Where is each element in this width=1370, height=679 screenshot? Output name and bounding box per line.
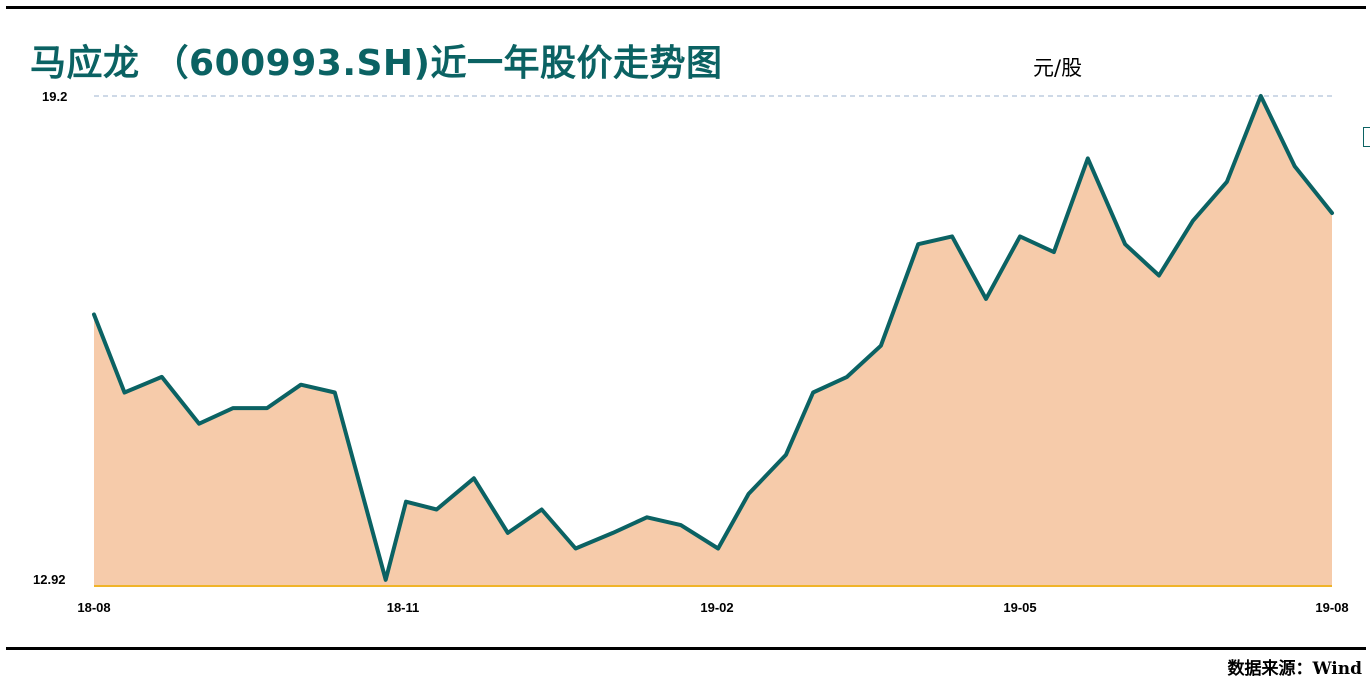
data-source-note: 数据来源：Wind [1227,659,1363,679]
chart-title: 马应龙 （600993.SH)近一年股价走势图 [30,43,723,84]
x-tick-label-18-11: 18-11 [387,600,420,615]
bottom-rule [6,647,1366,650]
top-rule [6,6,1366,9]
x-tick-label-19-02: 19-02 [700,600,733,615]
price-line [92,94,1334,582]
y-tick-label-bottom: 12.92 [33,572,66,587]
x-tick-label-19-05: 19-05 [1003,600,1036,615]
price-area-fill [94,96,1332,586]
x-tick-label-18-08: 18-08 [77,600,110,615]
x-tick-label-19-08: 19-08 [1315,600,1348,615]
legend-marker [1363,127,1370,147]
y-tick-label-top: 19.2 [42,89,67,104]
y-axis-unit-label: 元/股 [1033,56,1083,80]
